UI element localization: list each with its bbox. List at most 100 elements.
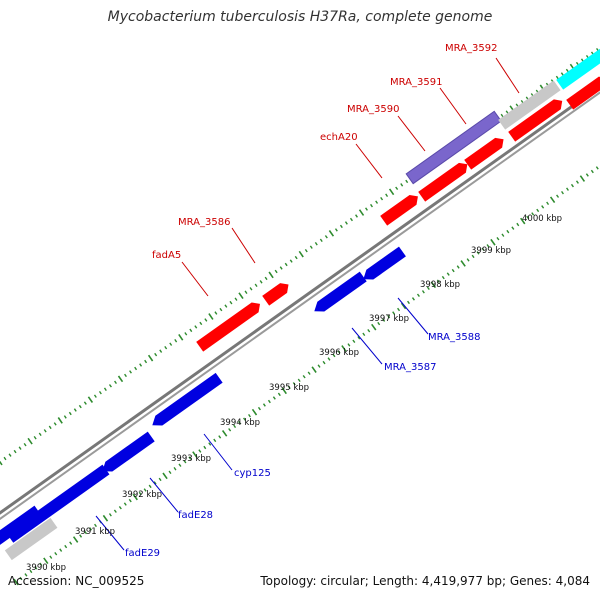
tick-mark (3, 456, 7, 461)
gene-fadA5[interactable] (196, 299, 263, 352)
tick-mark (555, 75, 559, 80)
tick-mark (339, 224, 343, 229)
tick-mark (590, 169, 594, 174)
tick-mark (496, 236, 500, 241)
tick-mark (53, 422, 57, 426)
leader-MRA_3586 (231, 227, 256, 264)
gene-MRA_3590[interactable] (418, 159, 471, 202)
gene-fadE29[interactable] (6, 464, 110, 543)
tick-mark (83, 401, 87, 405)
tick-mark (198, 449, 202, 453)
tick-mark (108, 384, 112, 388)
tick-mark (302, 374, 306, 379)
tick-mark (194, 325, 198, 329)
tick-mark (546, 201, 550, 205)
tick-mark (460, 260, 466, 267)
tick-mark (385, 193, 389, 197)
tick-mark (284, 262, 288, 267)
gene-highlighted[interactable] (405, 110, 502, 185)
label-MRA_3586: MRA_3586 (178, 217, 230, 228)
tick-mark (362, 332, 366, 336)
tick-mark (173, 467, 177, 471)
tick-mark (259, 280, 263, 284)
gene-grey-upper[interactable] (498, 80, 561, 130)
tick-mark (387, 314, 391, 319)
tick-mark (436, 279, 440, 283)
tick-mark (234, 297, 238, 301)
tick-mark (334, 228, 338, 232)
map-title: Mycobacterium tuberculosis H37Ra, comple… (107, 9, 493, 25)
tick-mark (199, 321, 203, 326)
gene-fadA5-body (196, 302, 261, 352)
tick-mark (314, 242, 318, 246)
tick-mark (579, 175, 586, 182)
tick-mark (8, 453, 12, 457)
tick-mark (365, 207, 368, 211)
leader-fadA5 (181, 261, 209, 297)
gene-cyan-body (556, 45, 600, 90)
tick-mark (585, 173, 589, 177)
tick-mark (565, 68, 569, 73)
tick-mark (337, 350, 341, 354)
tick-mark (298, 250, 304, 258)
tick-mark (311, 366, 317, 373)
tick-mark (18, 446, 22, 450)
tick-mark (355, 214, 358, 218)
tick-mark (426, 286, 430, 291)
tick-mark (38, 432, 42, 436)
gene-MRA_3587[interactable] (311, 271, 367, 317)
tick-mark (102, 514, 109, 522)
tick-mark (516, 222, 520, 227)
tick-mark (476, 251, 480, 255)
tick-mark (89, 527, 93, 531)
tick-mark (64, 544, 68, 549)
tick-mark (69, 541, 73, 545)
leader-fadE29 (95, 515, 125, 551)
tick-mark (132, 493, 138, 501)
gene-echA20[interactable] (380, 192, 421, 226)
forward-strand-genes (196, 73, 600, 352)
tick-mark (43, 557, 49, 565)
tick-mark (148, 484, 152, 489)
gene-grey-lower[interactable] (4, 517, 58, 561)
tick-mark (228, 428, 232, 432)
tick-mark (128, 498, 132, 503)
tick-mark (382, 318, 386, 322)
tick-mark (27, 437, 33, 445)
gene-MRA_3591[interactable] (464, 134, 507, 170)
tick-mark (203, 445, 207, 450)
gene-MRA_3588[interactable] (360, 246, 406, 285)
tick-mark (49, 555, 53, 559)
tick-mark (229, 300, 233, 305)
tick-mark (204, 318, 208, 322)
tick-mark (68, 411, 72, 416)
label-MRA_3592: MRA_3592 (445, 43, 497, 54)
genome-summary-text: Topology: circular; Length: 4,419,977 bp… (260, 574, 590, 588)
tick-mark (43, 429, 47, 433)
tick-mark (506, 229, 510, 234)
gene-right-edge-forward[interactable] (566, 73, 600, 110)
tick-mark (48, 425, 52, 430)
leader-MRA_3588 (397, 297, 429, 335)
tick-mark (144, 359, 148, 364)
tick-mark (72, 536, 79, 543)
gene-cyp125[interactable] (149, 372, 223, 430)
tick-mark (189, 328, 193, 333)
tick-mark (251, 408, 258, 416)
tick-mark (370, 203, 373, 208)
leader-fadE28 (149, 477, 179, 513)
tick-mark (29, 569, 33, 574)
tick-mark (388, 188, 395, 196)
tick-mark (446, 272, 450, 276)
tick-mark (349, 217, 353, 222)
tick-mark (87, 396, 94, 403)
tick-mark (98, 391, 102, 395)
tick-mark (159, 349, 163, 353)
gene-MRA_3592[interactable] (508, 96, 565, 142)
gene-MRA_3586[interactable] (262, 280, 292, 306)
tick-mark (94, 523, 97, 528)
gene-cyan[interactable] (556, 45, 600, 90)
label-MRA_3587: MRA_3587 (384, 362, 436, 373)
gene-fadE28[interactable] (99, 431, 155, 477)
tick-mark (117, 375, 124, 383)
